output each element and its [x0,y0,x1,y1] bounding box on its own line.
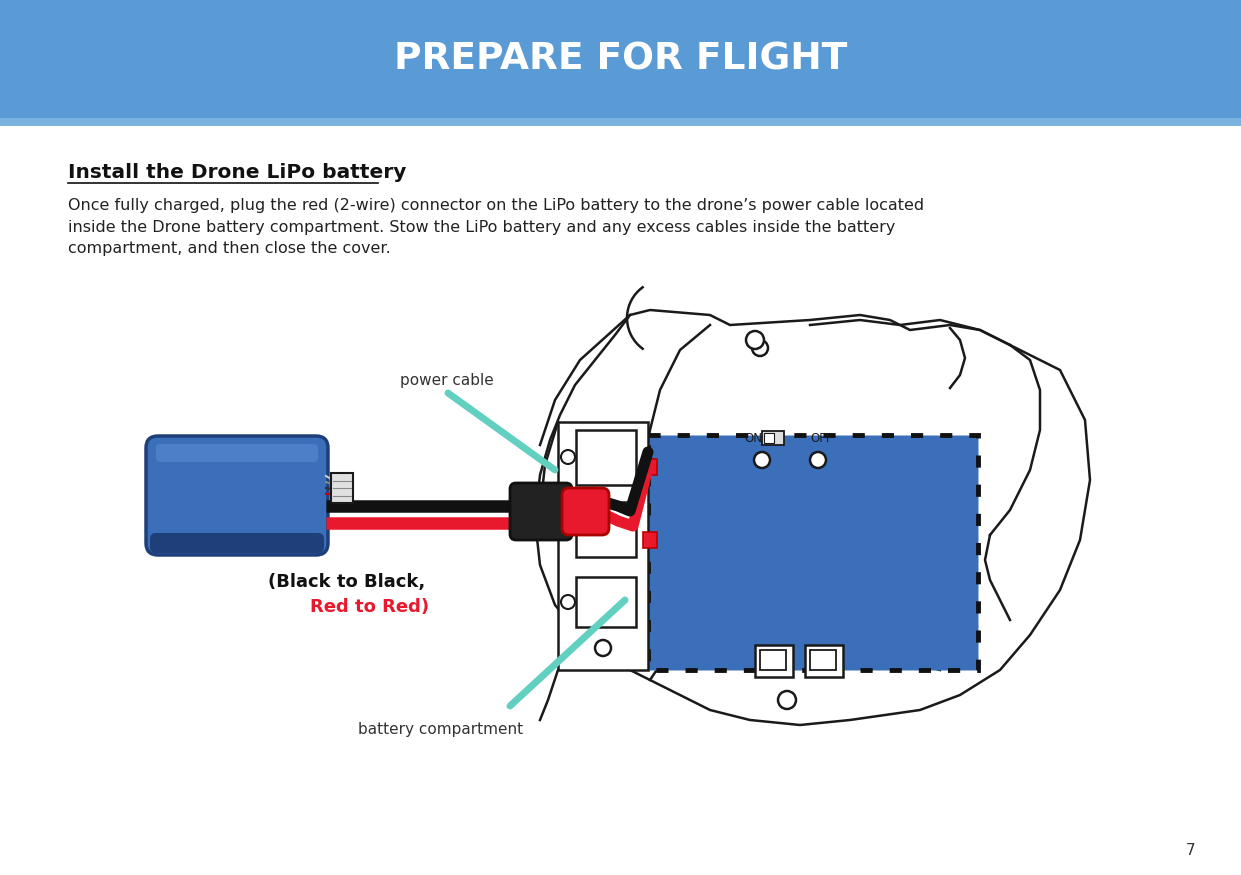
Text: Red to Red): Red to Red) [310,598,429,616]
Bar [0,118,1241,126]
Circle shape [755,452,769,468]
Bar [576,430,635,485]
Text: Install the Drone LiPo battery: Install the Drone LiPo battery [68,163,406,182]
Bar [755,645,793,677]
Circle shape [746,331,764,349]
Bar [643,459,656,475]
Bar [576,502,635,557]
Text: PREPARE FOR FLIGHT: PREPARE FOR FLIGHT [393,41,848,77]
Bar [0,0,1241,118]
Text: Once fully charged, plug the red (2-wire) connector on the LiPo battery to the d: Once fully charged, plug the red (2-wire… [68,198,925,256]
Text: power cable: power cable [400,373,494,388]
Bar [576,577,635,627]
Circle shape [561,523,575,537]
Polygon shape [535,310,1090,725]
FancyBboxPatch shape [146,436,328,555]
Bar [764,433,774,443]
Text: (Black to Black,: (Black to Black, [268,573,426,591]
Circle shape [561,450,575,464]
Bar [805,645,843,677]
Bar [331,473,352,503]
FancyBboxPatch shape [562,488,609,535]
Circle shape [561,595,575,609]
Circle shape [778,691,795,709]
Bar [759,650,786,670]
Bar [558,422,648,670]
FancyBboxPatch shape [150,533,324,553]
Text: OFF: OFF [810,431,833,444]
Bar [643,532,656,548]
Circle shape [752,340,768,356]
Circle shape [594,640,611,656]
Circle shape [810,452,827,468]
Bar [648,435,978,670]
Bar [762,431,784,445]
Text: 7: 7 [1185,843,1195,858]
Text: ON: ON [745,431,762,444]
Bar [810,650,836,670]
FancyBboxPatch shape [510,483,572,540]
Text: battery compartment: battery compartment [357,722,524,737]
FancyBboxPatch shape [156,444,318,462]
